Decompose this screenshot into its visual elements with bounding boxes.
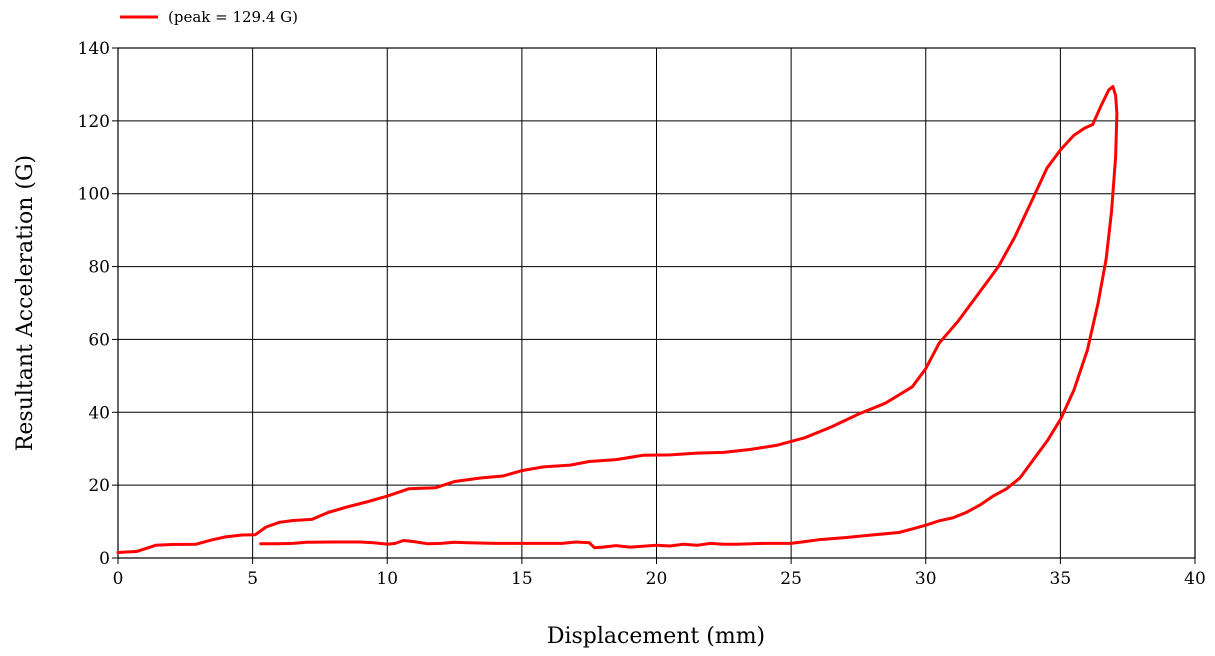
x-tick-label: 10 — [376, 569, 398, 589]
x-tick-label: 20 — [646, 569, 668, 589]
y-tick-label: 140 — [78, 39, 110, 59]
x-tick-label: 5 — [247, 569, 258, 589]
y-tick-label: 60 — [88, 330, 110, 350]
x-tick-label: 25 — [780, 569, 802, 589]
y-tick-label: 20 — [88, 476, 110, 496]
x-tick-label: 30 — [915, 569, 937, 589]
x-tick-label: 0 — [113, 569, 124, 589]
x-tick-label: 15 — [511, 569, 533, 589]
y-tick-label: 0 — [99, 549, 110, 569]
grid-lines — [118, 48, 1195, 558]
y-tick-label: 80 — [88, 258, 110, 278]
x-axis-title: Displacement (mm) — [547, 624, 765, 649]
x-axis-ticks: 0 5 10 15 20 25 30 35 40 — [113, 558, 1206, 589]
series-line-0 — [116, 85, 1119, 554]
series-layer — [116, 85, 1119, 554]
x-tick-label: 35 — [1050, 569, 1072, 589]
y-tick-label: 100 — [78, 185, 110, 205]
y-tick-label: 120 — [78, 112, 110, 132]
legend: (peak = 129.4 G) — [120, 8, 298, 26]
y-axis-title: Resultant Acceleration (G) — [13, 155, 38, 451]
x-tick-label: 40 — [1184, 569, 1206, 589]
y-axis-ticks: 0 20 40 60 80 100 120 140 — [78, 39, 118, 569]
y-tick-label: 40 — [88, 403, 110, 423]
legend-label: (peak = 129.4 G) — [168, 8, 298, 26]
